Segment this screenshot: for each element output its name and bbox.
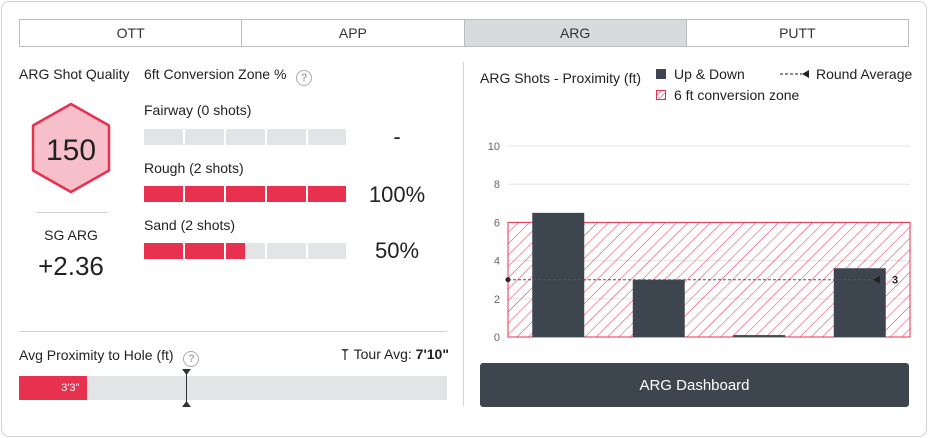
legend-zone-label: 6 ft conversion zone [674,87,800,103]
quality-divider [36,212,108,213]
shot-quality-title: ARG Shot Quality [19,66,130,82]
tour-avg-label: Tour Avg: [353,346,412,362]
conversion-help-icon[interactable]: ? [296,70,313,86]
y-tick-label: 6 [494,217,500,229]
proximity-help-icon[interactable]: ? [183,351,200,367]
y-tick-label: 4 [494,256,500,268]
category-tabs: OTT APP ARG PUTT [19,19,909,47]
average-arrow [873,275,880,284]
sg-label: SG ARG [44,227,98,243]
sand-bar-fill [144,243,245,259]
conversion-title-text: 6ft Conversion Zone % [144,66,287,82]
legend-line-swatch [780,70,809,78]
legend-bar-swatch [656,69,666,79]
legend-up-down-label: Up & Down [674,66,745,82]
left-divider [19,331,447,332]
tour-avg-value: 7'10" [415,346,449,362]
bar [532,212,585,337]
tab-app[interactable]: APP [242,20,465,46]
legend-hatch-swatch [656,90,666,100]
rough-pct: 100% [368,182,426,207]
bar [632,279,685,337]
flag-icon [341,349,349,360]
tab-putt[interactable]: PUTT [686,20,908,46]
center-divider [463,62,464,406]
proximity-track: 3'3" [19,369,447,407]
quality-score: 150 [46,134,96,167]
rough-bar [144,186,346,202]
rough-label: Rough (2 shots) [144,160,244,176]
proximity-fill: 3'3" [19,376,88,400]
legend-zone: 6 ft conversion zone [656,87,799,103]
hexagon-shape [31,102,111,194]
sand-bar [144,243,346,259]
average-label: 3 [892,275,898,287]
y-tick-label: 0 [494,332,500,344]
rough-bar-fill [144,186,346,202]
proximity-value: 3'3" [61,382,80,394]
y-tick-label: 8 [494,179,500,191]
sand-label: Sand (2 shots) [144,217,236,233]
sg-value: +2.36 [38,251,104,281]
quality-hexagon: 150 [31,102,111,194]
y-tick-label: 2 [494,294,500,306]
y-tick-label: 10 [488,141,500,153]
legend-round-average: Round Average [780,66,912,82]
arg-dashboard-button[interactable]: ARG Dashboard [480,363,909,407]
tour-average: Tour Avg: 7'10" [340,346,449,362]
conversion-title: 6ft Conversion Zone % ? [144,66,313,86]
bar [733,335,786,337]
chart-title: ARG Shots - Proximity (ft) [480,70,642,86]
legend-round-average-label: Round Average [816,66,913,82]
tab-ott[interactable]: OTT [20,20,243,46]
proximity-chart: 3 0 2 4 6 8 10 [488,141,911,344]
tour-avg-marker [181,369,191,407]
proximity-title: Avg Proximity to Hole (ft) ? [19,347,200,367]
legend-up-down: Up & Down [656,66,745,82]
sand-pct: 50% [374,238,420,263]
proximity-title-text: Avg Proximity to Hole (ft) [19,347,174,363]
fairway-label: Fairway (0 shots) [144,102,252,118]
tab-arg[interactable]: ARG [464,20,687,46]
fairway-bar [144,129,346,145]
fairway-pct: - [393,124,401,149]
